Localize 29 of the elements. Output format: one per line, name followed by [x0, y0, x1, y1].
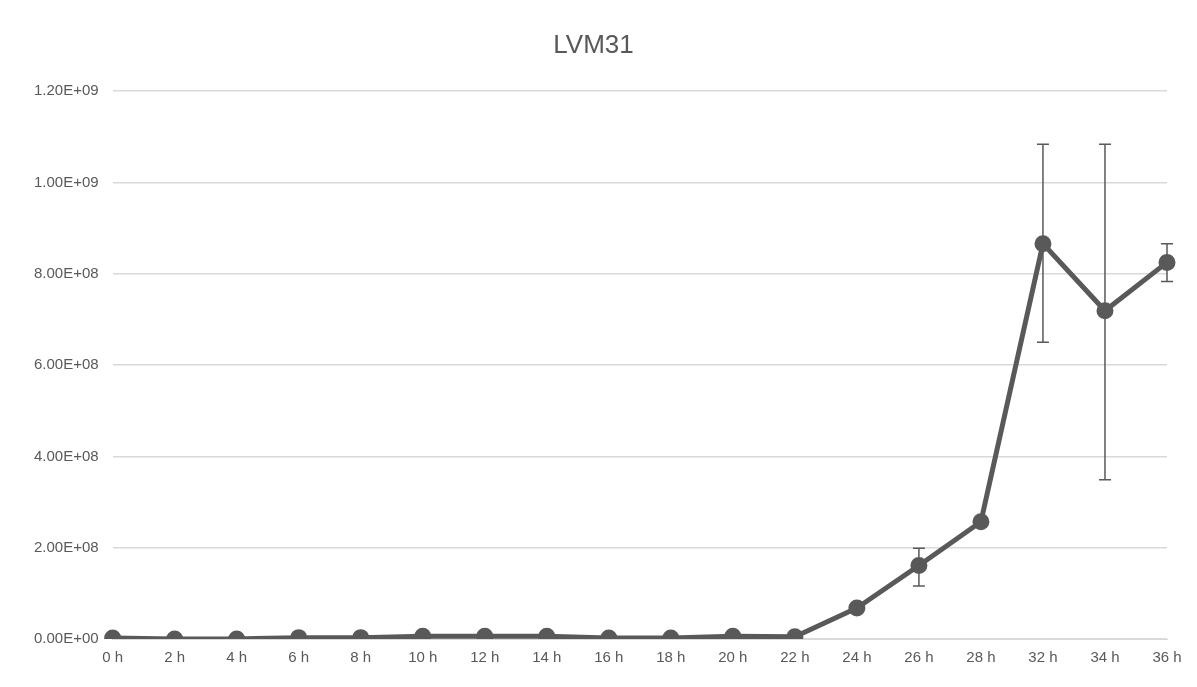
x-tick-label: 12 h	[470, 648, 500, 666]
x-tick-label: 8 h	[350, 648, 372, 666]
x-tick-label: 4 h	[226, 648, 248, 666]
point	[1034, 235, 1052, 253]
chart-title: LVM31	[553, 28, 634, 59]
y-tick-label: 1.20E+09	[33, 81, 99, 99]
y-tick-label: 8.00E+08	[33, 263, 99, 281]
x-tick-label: 0 h	[102, 648, 124, 666]
x-tick-label: 32 h	[1028, 648, 1058, 666]
y-tick-label: 1.00E+09	[33, 172, 99, 190]
point	[1096, 302, 1114, 320]
x-tick-label: 2 h	[164, 648, 186, 666]
x-tick-label: 36 h	[1152, 648, 1182, 666]
y-tick-label: 2.00E+08	[33, 537, 99, 555]
x-tick-label: 14 h	[532, 648, 562, 666]
x-tick-label: 34 h	[1090, 648, 1120, 666]
y-tick-label: 6.00E+08	[33, 355, 99, 373]
x-tick-label: 22 h	[780, 648, 810, 666]
point	[1158, 253, 1176, 271]
x-tick-label: 18 h	[656, 648, 686, 666]
y-tick-label: 0.00E+00	[33, 629, 99, 647]
x-tick-label: 10 h	[408, 648, 438, 666]
x-tick-label: 6 h	[288, 648, 310, 666]
x-tick-label: 28 h	[966, 648, 996, 666]
x-tick-label: 24 h	[842, 648, 872, 666]
x-tick-label: 16 h	[594, 648, 624, 666]
y-tick-label: 4.00E+08	[33, 446, 99, 464]
x-tick-label: 20 h	[718, 648, 748, 666]
x-tick-label: 26 h	[904, 648, 934, 666]
